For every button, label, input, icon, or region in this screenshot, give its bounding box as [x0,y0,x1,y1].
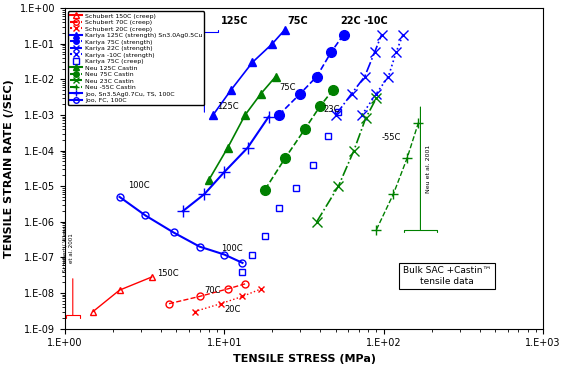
Y-axis label: TENSILE STRAIN RATE (/SEC): TENSILE STRAIN RATE (/SEC) [4,79,14,258]
Text: 75C: 75C [279,83,295,92]
Text: 150C: 150C [157,269,179,278]
Text: 23C: 23C [324,105,340,114]
Text: -10C: -10C [364,17,389,26]
Text: Schubert / Wiese
et al. 2001: Schubert / Wiese et al. 2001 [63,225,73,272]
Text: 125C: 125C [221,17,248,26]
Text: 22C: 22C [340,17,360,26]
Text: 125C: 125C [217,102,238,111]
Legend: Schubert 150C (creep), Schubert 70C (creep), Schubert 20C (creep), Kariya 125C (: Schubert 150C (creep), Schubert 70C (cre… [68,11,205,105]
Text: 70C: 70C [205,286,221,295]
Text: Kariya et al. 2001: Kariya et al. 2001 [194,27,199,82]
Text: Neu et al. 2001: Neu et al. 2001 [426,145,431,193]
Text: 100C: 100C [221,244,242,253]
X-axis label: TENSILE STRESS (MPa): TENSILE STRESS (MPa) [233,354,376,364]
Text: 100C: 100C [128,181,150,190]
Text: 20C: 20C [224,305,241,314]
Text: Bulk SAC +Castin™
tensile data: Bulk SAC +Castin™ tensile data [403,266,492,286]
Text: 75C: 75C [288,17,308,26]
Text: -55C: -55C [381,133,401,142]
